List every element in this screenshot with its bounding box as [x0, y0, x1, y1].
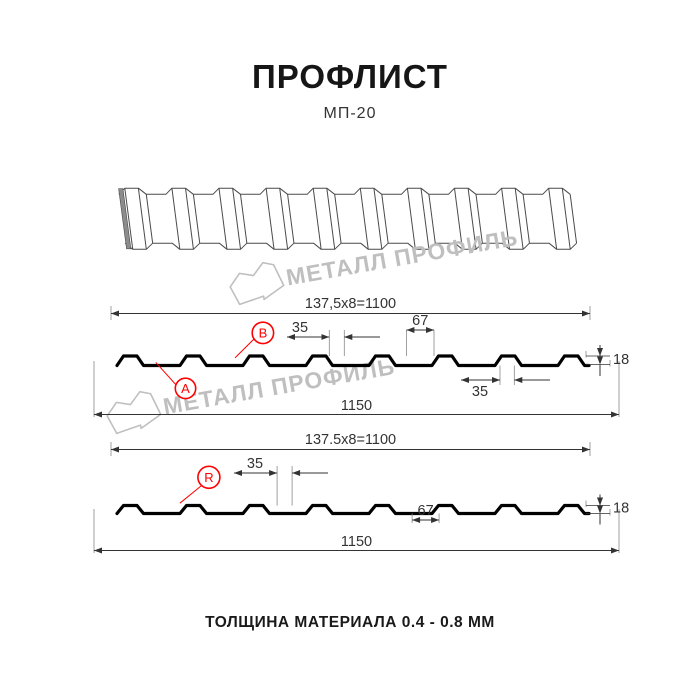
svg-text:B: B — [259, 325, 268, 340]
svg-text:35: 35 — [292, 320, 308, 336]
svg-text:1150: 1150 — [341, 534, 372, 550]
svg-text:137.5x8=1100: 137.5x8=1100 — [305, 432, 396, 448]
svg-text:137,5x8=1100: 137,5x8=1100 — [305, 296, 396, 312]
svg-text:ТОЛЩИНА МАТЕРИАЛА 0.4 - 0.8 ММ: ТОЛЩИНА МАТЕРИАЛА 0.4 - 0.8 ММ — [205, 614, 495, 631]
svg-text:67: 67 — [412, 313, 428, 329]
svg-text:R: R — [204, 470, 213, 485]
svg-text:18: 18 — [613, 352, 629, 368]
svg-text:67: 67 — [418, 503, 434, 519]
svg-text:18: 18 — [613, 501, 629, 517]
svg-text:35: 35 — [247, 456, 263, 472]
svg-text:МП-20: МП-20 — [324, 105, 377, 122]
svg-text:35: 35 — [472, 384, 488, 400]
svg-text:ПРОФЛИСТ: ПРОФЛИСТ — [252, 58, 448, 95]
svg-text:1150: 1150 — [341, 398, 372, 414]
svg-text:A: A — [181, 381, 190, 396]
